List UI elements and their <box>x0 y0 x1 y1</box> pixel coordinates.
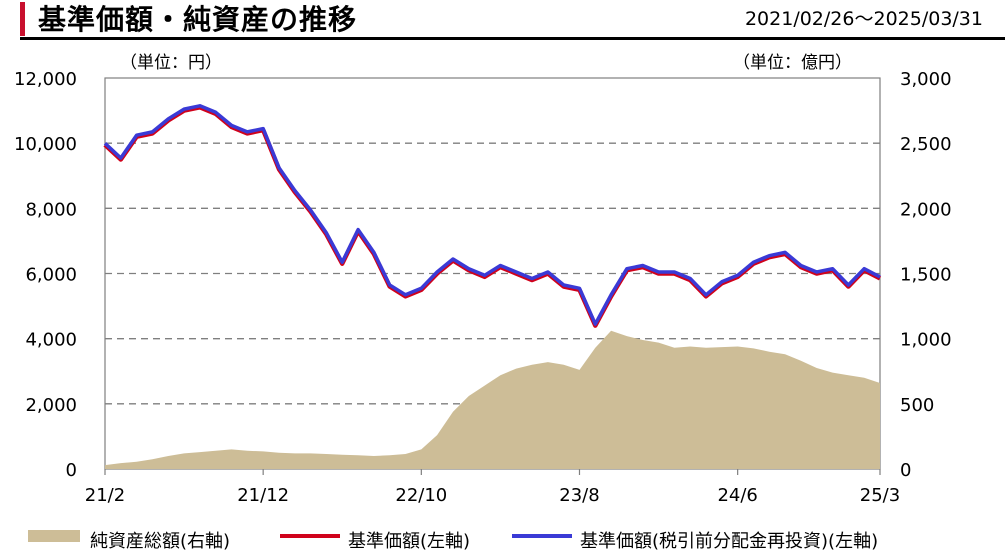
left-axis-unit: （単位：円） <box>120 53 222 73</box>
chart-title: 基準価額・純資産の推移 <box>38 3 358 36</box>
title-underline <box>20 37 1005 40</box>
chart-plot: 0 2,000 4,000 6,000 8,000 10,000 12,000 0 500 1,0… <box>14 69 952 506</box>
net-assets-area <box>105 330 880 469</box>
right-y-tick-label: 3,000 <box>900 69 952 90</box>
legend-label-nav: 基準価額(左軸) <box>348 531 471 552</box>
legend-label-net-assets: 純資産総額(右軸) <box>90 531 231 552</box>
x-tick-label: 21/12 <box>237 485 289 506</box>
left-y-tick-label: 0 <box>66 460 77 481</box>
nav-reinvested-line <box>103 104 881 326</box>
left-y-tick-label: 6,000 <box>25 265 77 286</box>
right-y-tick-label: 2,000 <box>900 199 952 220</box>
x-tick-label: 22/10 <box>395 485 447 506</box>
x-tick-label: 21/2 <box>85 485 125 506</box>
x-tick-label: 24/6 <box>717 485 757 506</box>
left-y-tick-label: 12,000 <box>14 69 77 90</box>
legend-swatch-nav-reinvested <box>512 534 572 538</box>
left-y-tick-label: 2,000 <box>25 395 77 416</box>
legend-label-nav-reinvested: 基準価額(税引前分配金再投資)(左軸) <box>580 531 879 552</box>
legend-swatch-nav <box>280 534 340 538</box>
right-y-tick-label: 0 <box>900 460 911 481</box>
nav-line <box>103 105 882 328</box>
title-accent-bar <box>20 2 25 36</box>
left-y-tick-label: 4,000 <box>25 330 77 351</box>
right-axis-unit: （単位：億円） <box>733 53 852 73</box>
right-y-tick-label: 1,500 <box>900 265 952 286</box>
chart-header: 基準価額・純資産の推移 2021/02/26～2025/03/31 <box>0 0 1005 40</box>
right-y-tick-label: 2,500 <box>900 134 952 155</box>
x-tick-label: 25/3 <box>860 485 900 506</box>
left-y-tick-label: 10,000 <box>14 134 77 155</box>
period-range: 2021/02/26～2025/03/31 <box>744 8 983 30</box>
legend: 純資産総額(右軸) 基準価額(左軸) 基準価額(税引前分配金再投資)(左軸) <box>0 522 1005 552</box>
left-y-tick-label: 8,000 <box>25 199 77 220</box>
x-tick-label: 23/8 <box>559 485 599 506</box>
right-y-tick-label: 1,000 <box>900 330 952 351</box>
legend-swatch-net-assets <box>28 530 80 542</box>
right-y-tick-label: 500 <box>900 395 934 416</box>
